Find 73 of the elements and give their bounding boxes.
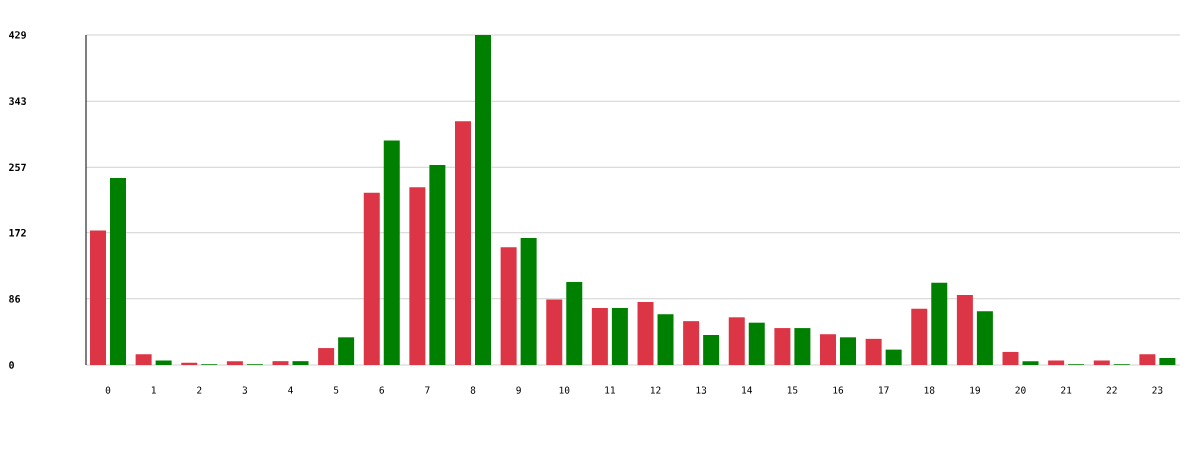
bar [318,348,335,365]
bar [840,337,857,365]
bar [748,322,765,365]
bar [90,230,106,365]
bar [383,140,400,365]
x-tick-label: 6 [379,386,384,394]
x-tick-label: 13 [696,386,707,394]
bar [683,321,700,365]
bar [956,295,973,365]
bar [1159,358,1176,365]
bar [1093,360,1110,365]
x-tick-label: 19 [970,386,980,394]
y-tick-label: 429 [9,31,26,39]
bar [363,192,380,365]
y-tick-label: 343 [9,97,26,105]
x-tick-label: 21 [1061,386,1072,394]
y-tick-label: 0 [9,361,14,369]
x-tick-label: 10 [559,386,570,394]
bar [657,314,674,365]
bar [110,178,126,365]
x-tick-label: 5 [333,386,339,394]
bar [911,308,928,365]
x-tick-label: 14 [742,386,753,394]
bar [774,328,791,365]
bar [703,335,720,365]
bar [135,354,152,365]
x-tick-label: 20 [1015,386,1026,394]
bar [976,311,993,365]
x-tick-label: 16 [833,386,844,394]
x-tick-label: 4 [288,386,293,394]
x-tick-label: 3 [242,386,248,394]
bar [155,360,172,365]
bar [728,317,745,365]
x-tick-label: 11 [605,386,615,394]
bar [637,301,654,365]
x-tick-label: 17 [879,386,889,394]
x-tick-label: 8 [470,386,476,394]
bar [520,238,537,365]
bar [409,187,426,365]
x-tick-label: 1 [151,386,156,394]
x-tick-label: 0 [105,386,111,394]
bar [865,338,882,365]
x-tick-label: 22 [1106,386,1117,394]
x-tick-label: 12 [650,386,661,394]
x-tick-label: 18 [924,386,935,394]
bar [226,361,243,365]
bar [546,299,563,365]
y-tick-label: 172 [9,228,26,237]
x-tick-label: 23 [1152,386,1163,394]
x-tick-label: 9 [516,386,521,394]
bar [591,308,608,365]
bar [1002,351,1019,365]
bar [1022,361,1039,365]
bar [1139,354,1156,365]
bar [885,349,902,365]
bar [566,281,583,365]
bar [475,35,491,365]
bar [1048,360,1065,365]
bar [794,328,811,365]
bar [338,337,355,365]
bar [272,361,289,365]
x-tick-label: 2 [197,386,202,394]
y-tick-label: 86 [9,295,21,303]
bar [455,121,472,365]
bar [500,247,517,365]
bar [611,308,628,365]
x-tick-label: 15 [787,386,798,394]
bar [820,334,837,365]
bar [292,361,309,365]
bar [429,165,446,365]
x-tick-label: 7 [425,386,430,394]
y-tick-label: 257 [9,163,26,172]
bar [931,282,948,365]
